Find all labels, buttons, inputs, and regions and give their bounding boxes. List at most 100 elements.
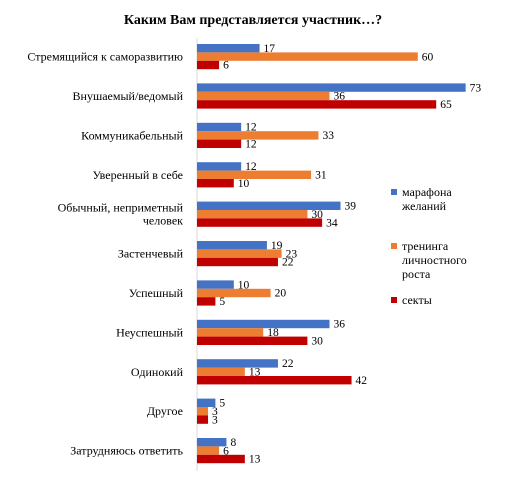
bar-marafon [197,359,278,368]
bar-trening [197,131,319,140]
value-label-marafon: 39 [345,201,357,213]
bar-marafon [197,122,242,132]
bar-marafon [197,280,234,289]
category-label: Уверенный в себе [93,168,183,182]
value-label-sekta: 3 [212,414,218,426]
category-label: Внушаемый/ведомый [73,89,184,103]
bar-trening [197,407,209,416]
bar-trening [197,91,330,101]
legend-label-trening: тренинга личностного роста [402,239,467,281]
bar-trening [197,288,271,298]
value-label-trening: 60 [422,51,434,63]
legend-swatch-trening [391,243,397,249]
value-label-sekta: 34 [326,217,338,229]
category-label-line: Застенчевый [118,247,184,261]
bar-trening [197,170,312,179]
category-label: Коммуникабельный [81,128,183,142]
category-label-line: Затрудняюсь ответить [70,444,183,458]
bar-sekta [197,179,234,188]
bar-trening [197,328,264,337]
category-labels: Стремящийся к саморазвитию Внушаемый/ведо… [27,50,183,458]
value-label-sekta: 30 [311,336,323,348]
category-label: Обычный, неприметный человек [58,201,184,228]
bar-marafon [197,438,227,447]
legend-swatch-sekta [391,297,397,303]
value-label-sekta: 10 [238,178,250,190]
value-label-sekta: 5 [219,296,225,308]
category-label: Затрудняюсь ответить [70,444,183,458]
bar-sekta [197,336,308,345]
bar-marafon [197,83,466,92]
bar-sekta [197,415,209,424]
value-label-trening: 36 [333,91,345,103]
bar-marafon [197,44,260,53]
category-label: Стремящийся к саморазвитию [27,50,183,64]
legend-swatch-marafon [391,189,397,195]
legend-label-line: личностного [402,253,467,267]
bars [197,44,466,464]
value-label-marafon: 8 [230,437,236,449]
legend-label-marafon: марафона желаний [401,185,452,213]
bar-marafon [197,319,330,329]
value-label-sekta: 13 [249,454,261,466]
legend-label-line: роста [402,267,431,281]
value-label-marafon: 36 [333,319,345,331]
legend-label-line: тренинга [402,239,449,253]
legend-label-sekta: секты [402,293,432,307]
bar-sekta [197,454,245,464]
category-label: Успешный [129,286,184,300]
chart-title: Каким Вам представляется участник…? [124,13,382,28]
value-label-marafon: 12 [245,122,257,134]
category-label-line: Уверенный в себе [93,168,183,182]
value-label-trening: 3 [212,406,218,418]
value-label-marafon: 5 [219,398,225,410]
bar-trening [197,446,220,455]
value-label-sekta: 42 [356,375,368,387]
category-label: Одинокий [131,365,184,379]
value-label-marafon: 17 [264,43,276,55]
value-label-sekta: 6 [223,60,229,72]
bar-sekta [197,139,242,148]
bar-trening [197,249,282,258]
category-label-line: человек [143,214,183,228]
category-label-line: Стремящийся к саморазвитию [27,50,183,64]
value-label-sekta: 65 [440,99,452,111]
category-label-line: Другое [147,404,183,418]
value-label-trening: 20 [275,288,287,300]
bar-trening [197,367,245,376]
category-label: Застенчевый [118,247,184,261]
category-label-line: Коммуникабельный [81,128,183,142]
legend-label-line: марафона [402,185,452,199]
category-label-line: Внушаемый/ведомый [73,89,184,103]
category-label: Другое [147,404,183,418]
bar-sekta [197,100,437,109]
legend-label-line: секты [402,293,432,307]
value-label-marafon: 73 [470,82,482,94]
bar-sekta [197,60,220,70]
bar-sekta [197,257,278,267]
value-label-trening: 13 [249,367,261,379]
category-label-line: Одинокий [131,365,184,379]
bar-marafon [197,162,242,171]
bar-trening [197,52,418,61]
value-label-sekta: 22 [282,257,294,269]
value-label-marafon: 19 [271,240,283,252]
bar-sekta [197,297,216,306]
value-label-marafon: 10 [238,279,250,291]
bar-marafon [197,398,216,407]
bar-marafon [197,241,267,250]
value-label-trening: 30 [311,209,323,221]
bar-sekta [197,218,323,227]
category-label-line: Неуспешный [116,325,183,339]
value-label-marafon: 22 [282,358,294,370]
category-label: Неуспешный [116,325,183,339]
value-label-trening: 23 [286,248,298,260]
category-label-line: Обычный, неприметный [58,201,184,215]
value-labels: 1760673366512331212311039303419232210205… [212,43,481,466]
legend: марафона желаний тренинга личностного роста с… [391,185,467,307]
bar-trening [197,210,308,219]
bar-sekta [197,376,352,385]
value-label-trening: 33 [322,130,334,142]
